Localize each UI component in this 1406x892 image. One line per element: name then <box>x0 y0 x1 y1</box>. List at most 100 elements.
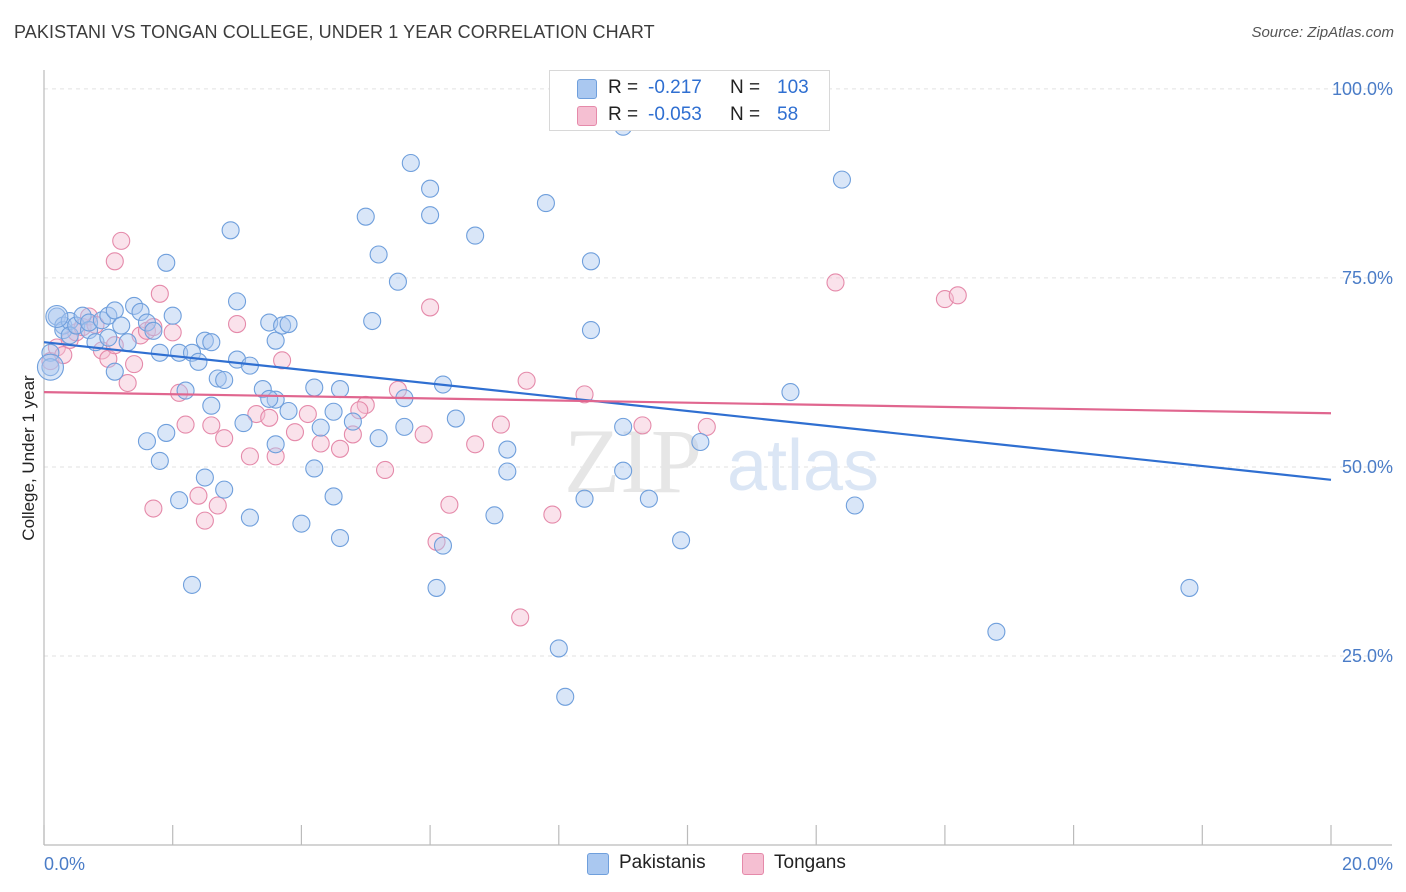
correlation-legend: R = -0.217 N = 103 R = -0.053 N = 58 <box>549 70 830 131</box>
tongan-point <box>633 416 652 435</box>
x-tick-labels: 0.0% 20.0% <box>44 854 1393 874</box>
tongan-point <box>697 417 716 436</box>
legend-row-tongans: R = -0.053 N = 58 <box>550 102 829 128</box>
pakistani-point <box>581 321 601 340</box>
tongan-point <box>273 351 292 370</box>
pakistani-point-large <box>36 353 64 381</box>
tongan-point <box>826 273 845 292</box>
legend-n-label: N = <box>730 104 761 125</box>
pakistani-point <box>369 245 388 264</box>
legend-r-value: -0.217 <box>648 77 702 98</box>
pakistani-point <box>395 417 414 436</box>
pakistani-point <box>279 401 298 421</box>
tongan-point <box>144 318 163 337</box>
tongan-point <box>350 401 369 420</box>
tongan-point <box>543 505 562 524</box>
pakistani-point <box>388 272 407 291</box>
pakistani-point <box>202 333 221 352</box>
pakistani-point <box>41 358 60 377</box>
y-tick-label: 50.0% <box>1342 457 1393 477</box>
tongan-point <box>215 429 234 448</box>
tongan-point <box>491 415 510 434</box>
watermark: ZIP atlas <box>564 410 879 512</box>
pakistani-point <box>240 508 259 527</box>
pakistani-point <box>401 153 420 173</box>
pakistani-point <box>343 412 362 431</box>
pakistani-point <box>131 302 150 322</box>
pakistanis-points <box>36 79 1199 706</box>
pakistani-point <box>781 383 800 402</box>
pakistani-point <box>614 417 633 436</box>
x-tick-label: 20.0% <box>1342 854 1393 874</box>
tongan-point <box>202 416 221 435</box>
pakistani-point <box>215 370 234 390</box>
legend-swatch-blue <box>577 79 597 99</box>
trend-lines <box>43 341 1332 481</box>
pakistani-point <box>105 362 124 381</box>
pakistani-point <box>536 194 555 213</box>
pakistani-point-large <box>45 304 69 329</box>
pakistani-point <box>157 253 176 272</box>
pakistani-point <box>279 314 298 334</box>
tongan-point <box>511 608 530 627</box>
bottom-legend-label: Pakistanis <box>619 852 706 873</box>
pakistani-point <box>614 461 633 480</box>
tongan-point <box>112 231 131 250</box>
pakistani-point <box>421 206 440 225</box>
pakistani-point <box>575 489 594 508</box>
pakistani-point <box>150 343 169 362</box>
pakistani-point <box>369 429 388 448</box>
tongans-trend-line <box>43 390 1332 415</box>
tongan-point <box>144 499 163 518</box>
pakistani-point <box>363 311 382 331</box>
pakistani-point <box>253 380 272 399</box>
tongan-point <box>311 434 330 453</box>
pakistani-point <box>228 292 247 311</box>
pakistani-point <box>485 506 504 525</box>
pakistani-point <box>202 396 221 415</box>
tongan-point <box>421 298 440 317</box>
pakistani-point <box>421 179 440 198</box>
y-tick-labels: 25.0% 50.0% 75.0% 100.0% <box>1332 79 1393 666</box>
tongan-point <box>228 314 247 334</box>
legend-r-label: R = <box>608 77 639 98</box>
pakistani-point <box>208 369 227 388</box>
bottom-legend-label: Tongans <box>774 852 846 873</box>
tongan-point <box>376 460 395 480</box>
tongan-point <box>260 408 279 427</box>
legend-r-value: -0.053 <box>648 104 702 125</box>
pakistani-point <box>163 306 182 325</box>
pakistani-point <box>195 331 214 350</box>
pakistani-point <box>311 418 330 437</box>
pakistani-point <box>99 328 118 347</box>
pakistani-point <box>137 432 157 451</box>
bottom-legend-swatch-pink <box>742 853 764 875</box>
bottom-legend-swatch-blue <box>587 853 609 875</box>
pakistani-point <box>234 414 253 433</box>
legend-n-value: 58 <box>777 104 799 125</box>
y-tick-label: 25.0% <box>1342 646 1393 666</box>
pakistani-point <box>92 311 111 330</box>
tongan-point <box>176 415 195 434</box>
pakistani-point <box>987 622 1006 641</box>
grid-lines <box>44 88 1392 657</box>
pakistani-point <box>845 496 864 515</box>
pakistani-point <box>144 321 163 340</box>
pakistani-point <box>427 578 446 597</box>
pakistani-point <box>1180 578 1199 597</box>
pakistani-point <box>356 207 375 226</box>
tongan-point <box>466 435 485 454</box>
tongan-point <box>285 423 305 442</box>
pakistani-point <box>639 489 658 508</box>
pakistani-point <box>433 536 453 555</box>
tongan-point <box>330 439 350 458</box>
pakistani-point <box>221 221 240 240</box>
pakistanis-trend-line <box>43 341 1332 481</box>
tongan-point <box>414 425 433 444</box>
x-tick-label: 0.0% <box>44 854 85 874</box>
pakistani-point <box>292 514 311 533</box>
tongan-point <box>195 511 214 530</box>
pakistani-point <box>170 491 189 510</box>
pakistani-point <box>266 331 285 350</box>
